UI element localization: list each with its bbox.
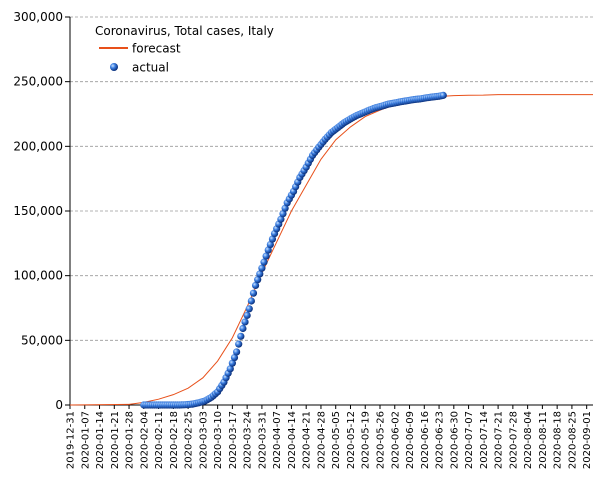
x-tick-label: 2020-06-23 xyxy=(435,411,446,469)
legend-swatch-actual xyxy=(110,63,118,71)
data-point xyxy=(256,270,264,278)
x-tick-label: 2020-08-18 xyxy=(553,411,564,469)
x-tick-label: 2020-04-14 xyxy=(287,411,298,469)
y-tick-label: 50,000 xyxy=(21,333,63,347)
legend-label-actual: actual xyxy=(132,61,169,75)
data-point xyxy=(277,215,285,223)
data-point xyxy=(233,348,241,356)
x-tick-label: 2020-06-02 xyxy=(390,411,401,469)
legend: Coronavirus, Total cases, Italy forecast a… xyxy=(95,24,274,75)
x-tick-label: 2020-04-07 xyxy=(272,411,283,469)
x-tick-label: 2020-01-21 xyxy=(110,411,121,469)
x-tick-label: 2020-07-28 xyxy=(508,411,519,469)
data-point xyxy=(239,324,247,333)
x-tick-label: 2020-08-04 xyxy=(523,411,534,469)
y-tick-label: 250,000 xyxy=(13,75,63,89)
x-tick-label: 2020-06-16 xyxy=(420,411,431,469)
x-tick-label: 2019-12-31 xyxy=(66,411,77,469)
x-tick-label: 2020-03-17 xyxy=(228,411,239,469)
data-point xyxy=(254,276,262,284)
data-point xyxy=(241,318,249,326)
y-tick-label: 300,000 xyxy=(13,10,63,24)
x-tick-label: 2020-03-31 xyxy=(257,411,268,469)
x-tick-label: 2020-09-01 xyxy=(582,411,593,469)
x-tick-label: 2020-07-07 xyxy=(464,411,475,469)
x-tick-label: 2020-02-25 xyxy=(184,411,195,469)
data-point xyxy=(281,204,289,212)
x-tick-label: 2020-04-21 xyxy=(302,411,313,469)
grid xyxy=(70,16,593,341)
x-tick-label: 2020-07-14 xyxy=(479,411,490,469)
data-point xyxy=(266,240,274,249)
y-tick-label: 200,000 xyxy=(13,139,63,153)
data-point xyxy=(235,340,243,348)
x-tick-label: 2020-05-26 xyxy=(376,411,387,469)
x-tick-label: 2020-08-11 xyxy=(538,411,549,469)
data-point xyxy=(243,311,251,319)
x-tick-label: 2020-08-25 xyxy=(567,411,578,469)
x-tick-label: 2020-01-28 xyxy=(125,411,136,469)
y-tick-label: 0 xyxy=(55,398,63,412)
data-point xyxy=(237,332,245,340)
x-tick-label: 2020-02-04 xyxy=(139,411,150,469)
x-tick-label: 2020-02-11 xyxy=(154,411,165,469)
data-point xyxy=(262,252,270,260)
legend-title: Coronavirus, Total cases, Italy xyxy=(95,24,274,38)
series-actual xyxy=(140,91,447,409)
data-point xyxy=(228,359,236,367)
x-tick-label: 2020-04-28 xyxy=(316,411,327,469)
data-point xyxy=(230,353,239,362)
x-tick-label: 2020-01-14 xyxy=(95,411,106,469)
axes: 0 50,000 100,000 150,000 200,000 250,000 300,0… xyxy=(13,10,593,469)
data-point xyxy=(245,305,253,313)
x-tick-label: 2020-03-10 xyxy=(213,411,224,469)
x-tick-label: 2020-06-09 xyxy=(405,411,416,469)
x-tick-label: 2020-01-07 xyxy=(80,411,91,469)
legend-label-forecast: forecast xyxy=(132,42,181,56)
data-point xyxy=(279,210,287,218)
data-point xyxy=(247,297,255,305)
x-tick-label: 2020-06-30 xyxy=(449,411,460,469)
data-point xyxy=(260,258,268,266)
x-tick-label: 2020-07-21 xyxy=(494,411,505,469)
data-point xyxy=(226,365,234,373)
data-point xyxy=(439,91,447,99)
x-tick-label: 2020-03-24 xyxy=(243,411,254,469)
x-tick-label: 2020-03-03 xyxy=(198,411,209,469)
y-tick-label: 150,000 xyxy=(13,204,63,218)
x-tick-label: 2020-05-12 xyxy=(346,411,357,469)
data-point xyxy=(251,281,260,290)
data-point xyxy=(264,246,272,254)
series-line-forecast xyxy=(69,94,593,406)
x-tick-label: 2020-02-18 xyxy=(169,411,180,469)
data-point xyxy=(268,235,277,243)
x-tick-label: 2020-05-05 xyxy=(331,411,342,469)
data-point xyxy=(258,264,266,272)
x-tick-label: 2020-05-19 xyxy=(361,411,372,469)
y-tick-label: 100,000 xyxy=(13,269,63,283)
series xyxy=(69,91,593,409)
data-point xyxy=(249,289,258,297)
